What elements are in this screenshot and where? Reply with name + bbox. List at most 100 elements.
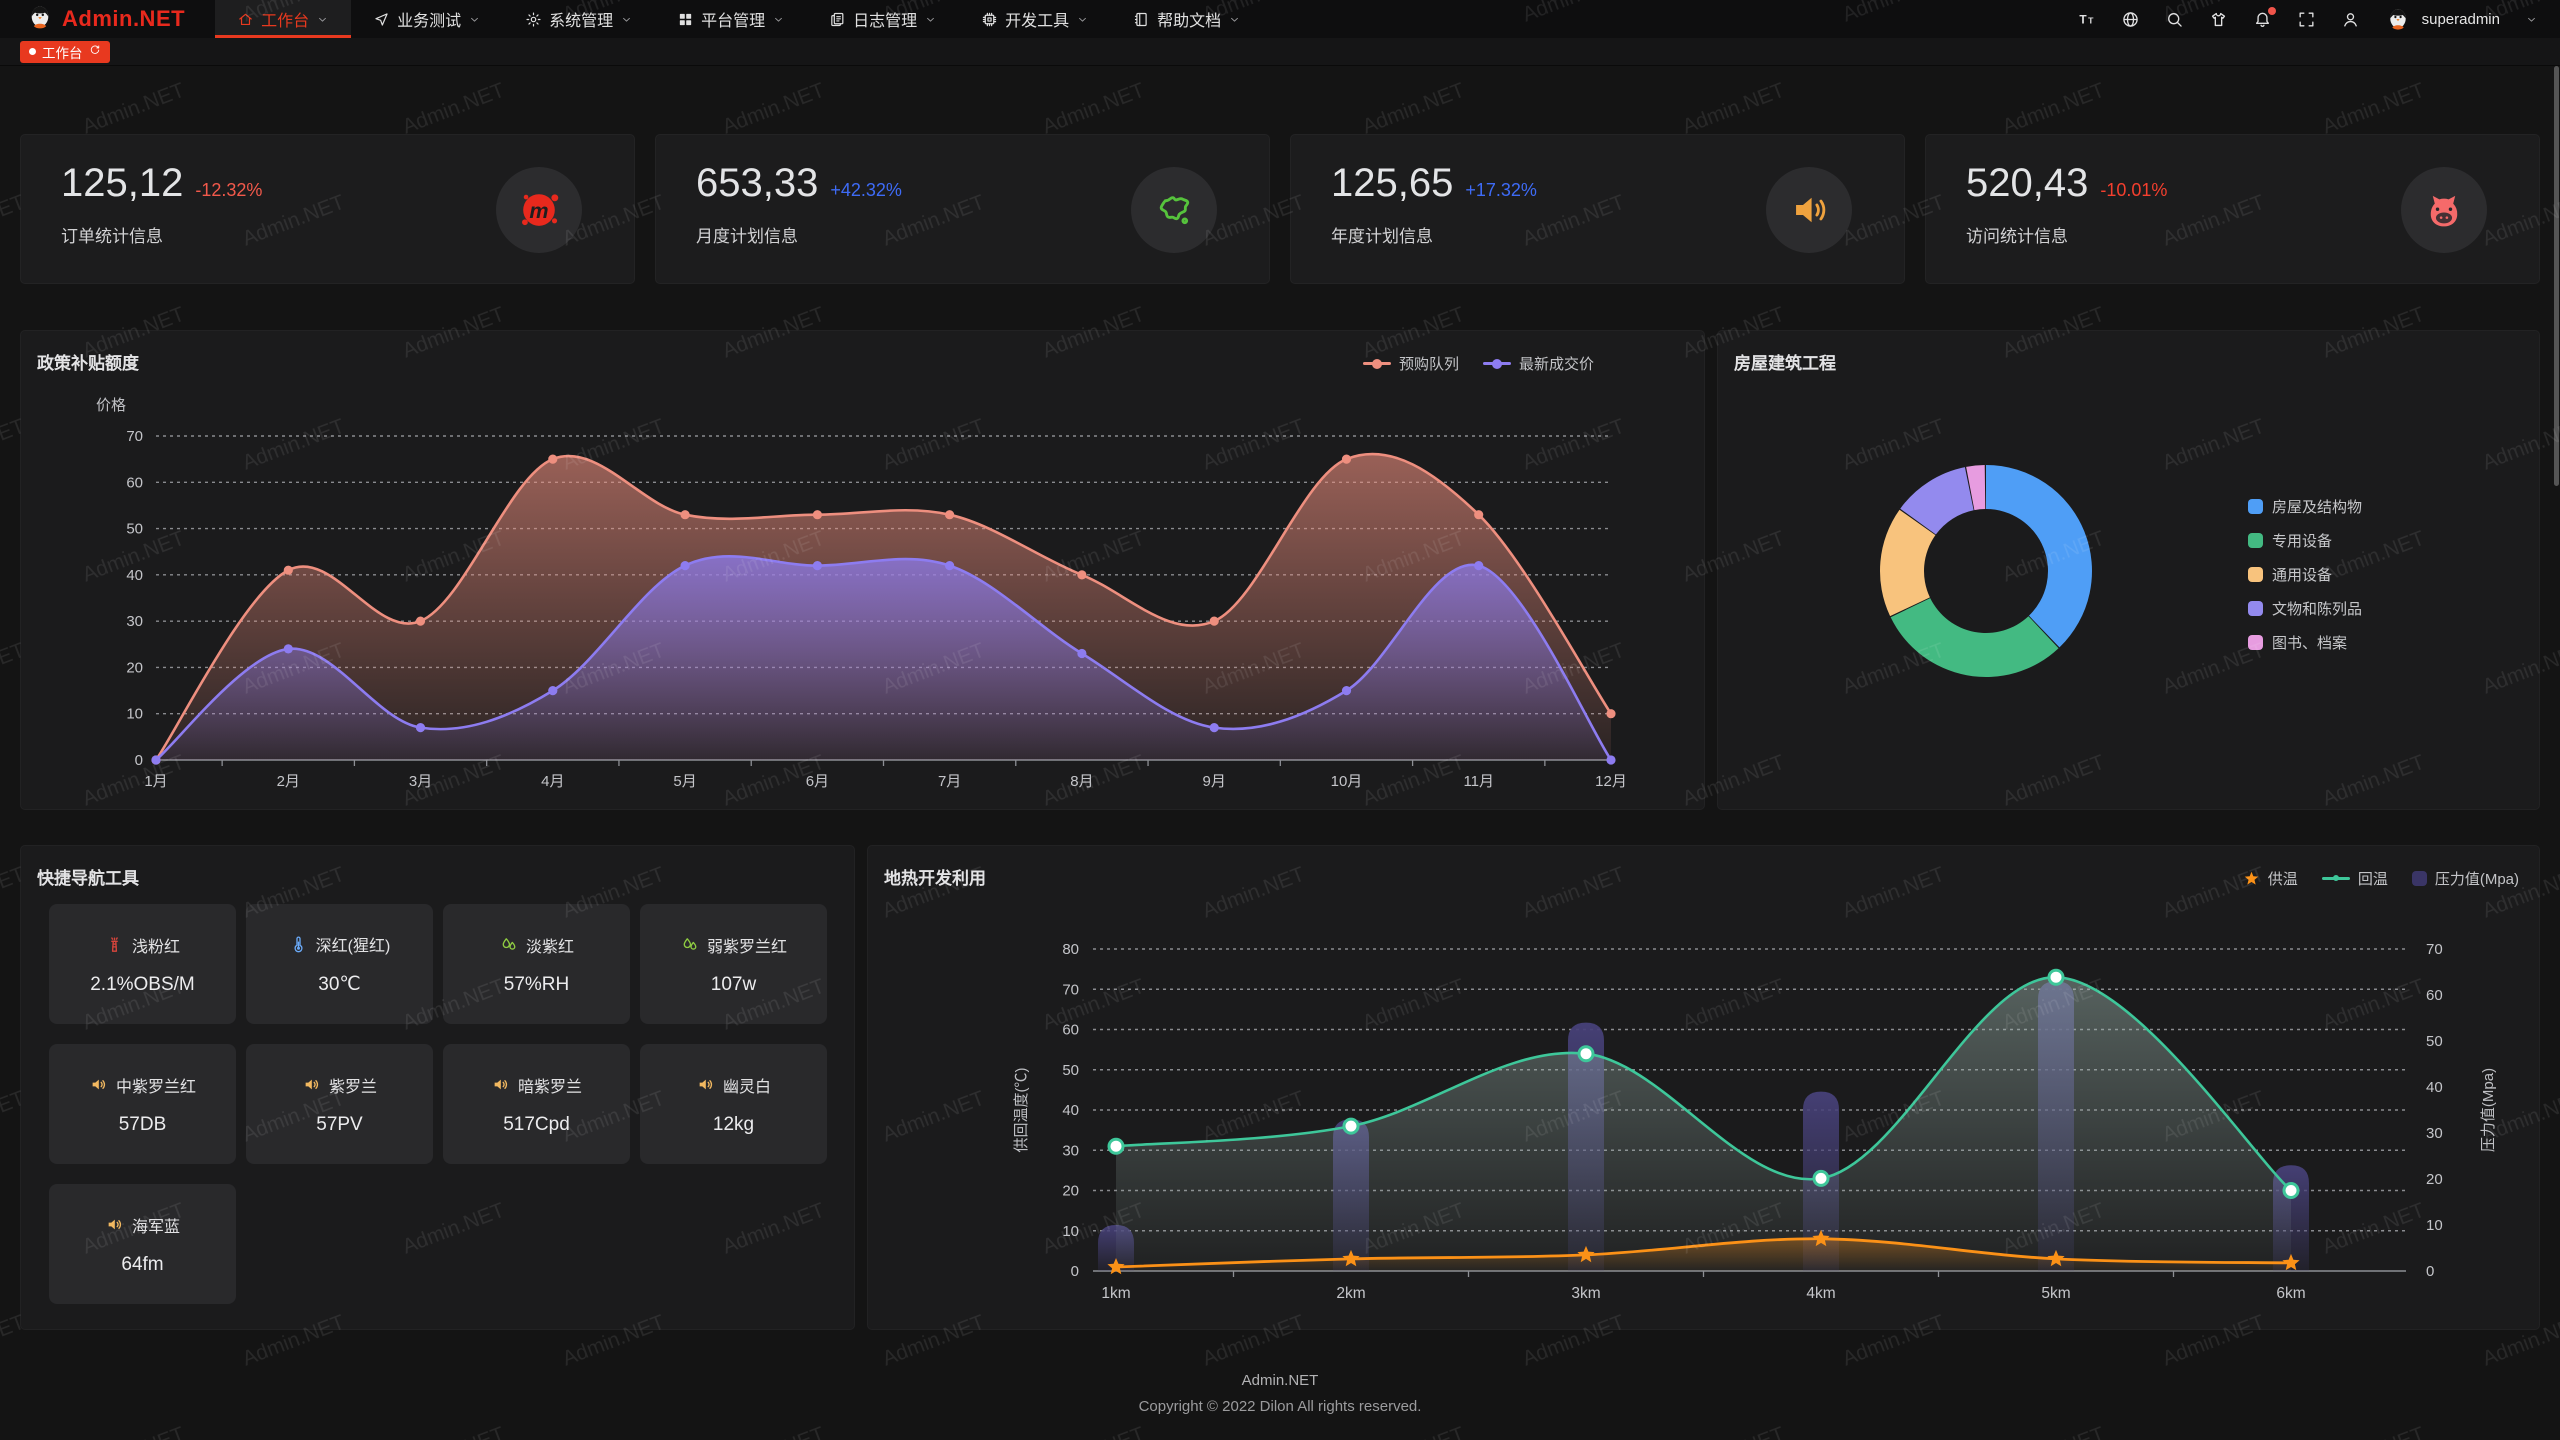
stat-value: 653,33 [696,161,819,205]
chevron-down-icon [1231,17,1239,22]
quick-nav-card-5[interactable]: 中紫罗兰红 57DB [49,1044,236,1164]
legend-item-预购队列[interactable]: 预购队列 [1362,353,1459,374]
legend-item-压力值[interactable]: 压力值(Mpa) [2411,868,2519,889]
quick-nav-value: 30℃ [318,974,361,995]
quick-nav-card-9[interactable]: 海军蓝 64fm [49,1184,236,1304]
scrollbar-thumb[interactable] [2554,66,2559,486]
menu-item-label: 日志管理 [853,13,918,30]
svg-text:60: 60 [2426,987,2443,1004]
toolbar-theme-icon[interactable] [2209,10,2228,29]
chevron-down-icon [471,17,479,22]
speaker-sm-icon [108,1219,122,1230]
menu-item-label: 开发工具 [1005,13,1070,30]
footer-copyright: Copyright © 2022 Dilon All rights reserv… [1138,1398,1422,1415]
quick-nav-card-4[interactable]: 弱紫罗兰红 107w [640,904,827,1024]
user-avatar[interactable] [2385,6,2411,32]
tab-workbench[interactable]: 工作台 [20,40,110,63]
quick-nav-card-6[interactable]: 紫罗兰 57PV [246,1044,433,1164]
legend-item-专用设备[interactable]: 专用设备 [2248,530,2362,551]
legend-item-最新成交价[interactable]: 最新成交价 [1482,353,1594,374]
svg-text:2km: 2km [1336,1285,1365,1302]
menu-item-6[interactable]: 开发工具 [959,0,1111,38]
svg-text:6月: 6月 [806,773,829,790]
legend-item-回温[interactable]: 回温 [2321,868,2388,889]
legend-square-marker [2248,499,2263,514]
toolbar-fullscreen-icon[interactable] [2297,10,2316,29]
notebook-icon [1135,12,1147,26]
refresh-icon-slot[interactable] [89,44,101,59]
stat-value: 520,43 [1966,161,2089,205]
svg-text:40: 40 [2426,1079,2443,1096]
menu-item-5[interactable]: 日志管理 [807,0,959,38]
policy-legend: 预购队列 最新成交价 [1362,353,1594,374]
tab-label: 工作台 [42,45,83,61]
username[interactable]: superadmin [2421,10,2500,28]
menu-item-7[interactable]: 帮助文档 [1111,0,1263,38]
svg-text:T: T [2079,12,2087,26]
legend-item-供温[interactable]: 供温 [2243,868,2298,889]
legend-item-房屋及结构物[interactable]: 房屋及结构物 [2248,496,2362,517]
watermark-text: Admin.NET [719,1423,828,1440]
quick-nav-card-7[interactable]: 暗紫罗兰 517Cpd [443,1044,630,1164]
stat-value: 125,12 [61,161,184,205]
svg-text:70: 70 [2426,941,2443,958]
quick-nav-card-1[interactable]: 浅粉红 2.1%OBS/M [49,904,236,1024]
menu-item-3[interactable]: 系统管理 [503,0,655,38]
svg-text:3km: 3km [1571,1285,1600,1302]
menu-item-2[interactable]: 业务测试 [351,0,503,38]
quick-nav-card-8[interactable]: 幽灵白 12kg [640,1044,827,1164]
star-icon [2244,871,2259,885]
quick-nav-card-2[interactable]: 深红(猩红) 30℃ [246,904,433,1024]
chevron-down-icon [1079,17,1087,22]
penguin-icon [31,6,49,28]
housing-legend: 房屋及结构物 专用设备通用设备文物和陈列品 图书、档案 [2248,496,2362,653]
speaker-sm-icon [699,1079,713,1090]
quick-nav-value: 107w [710,973,757,995]
search-icon [2167,12,2182,27]
speaker-icon [1796,197,1826,223]
app-logo[interactable]: Admin.NET [26,3,185,36]
toolbar-search-icon[interactable] [2165,10,2184,29]
svg-text:50: 50 [126,521,143,538]
toolbar-language-icon[interactable] [2121,10,2140,29]
svg-text:70: 70 [1062,981,1079,998]
footer: Admin.NET Copyright © 2022 Dilon All rig… [20,1372,2540,1415]
menu-item-1[interactable]: 工作台 [215,0,352,38]
legend-item-文物和陈列品[interactable]: 文物和陈列品 [2248,598,2362,619]
menu-item-label: 平台管理 [701,13,766,30]
quick-nav-value: 2.1%OBS/M [90,973,195,995]
menu-item-4[interactable]: 平台管理 [655,0,807,38]
legend-item-通用设备[interactable]: 通用设备 [2248,564,2362,585]
quick-nav-card-3[interactable]: 淡紫红 57%RH [443,904,630,1024]
waterdrops-icon [683,938,697,950]
stat-icon-circle [1766,167,1852,253]
watermark-text: Admin.NET [2319,1423,2428,1440]
svg-text:70: 70 [126,428,143,445]
menu-item-label: 业务测试 [397,13,462,30]
watermark-text: Admin.NET [1039,1423,1148,1440]
svg-text:压力值(Mpa): 压力值(Mpa) [2480,1068,2497,1152]
svg-text:60: 60 [126,474,143,491]
quick-nav-value: 517Cpd [503,1113,570,1135]
toolbar-user-icon[interactable] [2341,10,2360,29]
theme-icon [2211,12,2225,26]
toolbar-bell-icon[interactable] [2253,6,2276,29]
legend-label: 文物和陈列品 [2272,601,2363,618]
legend-item-图书、档案[interactable]: 图书、档案 [2248,632,2362,653]
refresh-icon[interactable] [89,44,101,56]
quick-nav-name: 弱紫罗兰红 [706,938,787,956]
legend-label: 预购队列 [1398,356,1459,373]
chevron-down-icon [775,17,783,22]
legend-label: 图书、档案 [2272,635,2348,652]
navigation-icon [375,12,388,26]
watermark-text: Admin.NET [79,1423,188,1440]
legend-square-marker [2248,567,2263,582]
speaker-sm-icon [92,1079,106,1090]
stat-icon-circle [1131,167,1217,253]
quick-nav-name: 海军蓝 [131,1218,180,1236]
user-menu-chevron[interactable] [2525,13,2538,26]
svg-text:12月: 12月 [1595,773,1627,790]
penguin-logo-icon [26,3,54,36]
